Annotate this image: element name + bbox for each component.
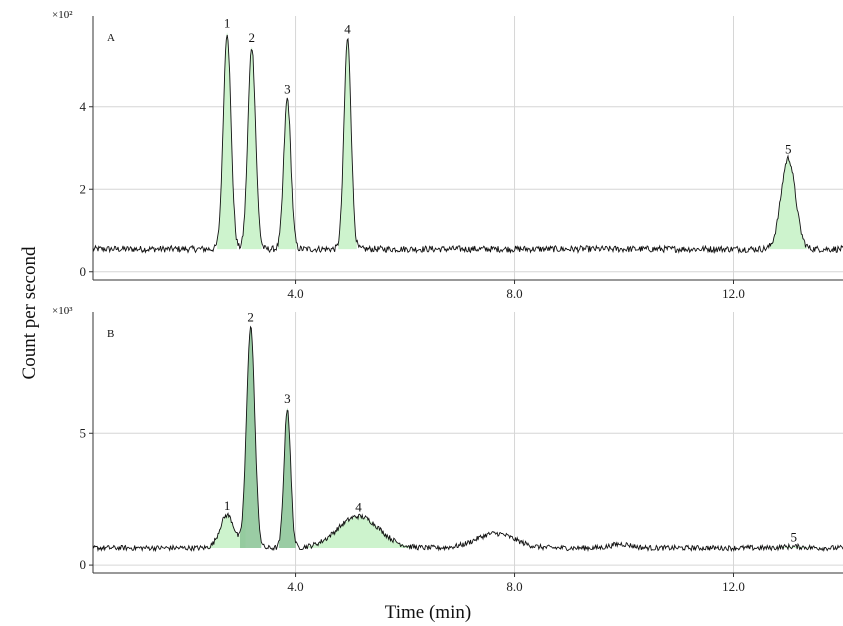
peak-label-1: 1 [224, 16, 231, 31]
x-tick-label: 12.0 [722, 579, 745, 594]
peak-label-3: 3 [284, 391, 291, 406]
peak-area-4 [304, 516, 413, 548]
peak-label-5: 5 [790, 530, 797, 545]
x-tick-label: 8.0 [506, 286, 522, 301]
peak-area-2 [241, 46, 262, 250]
y-tick-label: 0 [80, 264, 87, 279]
peak-label-2: 2 [247, 310, 254, 325]
y-exponent-label: ×10³ [52, 305, 73, 317]
y-tick-label: 2 [80, 181, 87, 196]
y-tick-label: 5 [80, 425, 87, 440]
x-tick-label: 4.0 [287, 579, 303, 594]
x-tick-label: 12.0 [722, 286, 745, 301]
peak-area-5 [765, 546, 823, 548]
peak-area-1 [217, 32, 238, 250]
x-axis-title: Time (min) [385, 602, 471, 623]
y-tick-label: 4 [80, 99, 87, 114]
signal-trace [92, 34, 843, 255]
peak-area-3 [278, 408, 296, 548]
peak-area-2 [240, 326, 262, 548]
panel-b: 0 5 4.0 8.0 12.0 ×10³ B 1 2 3 4 5 [52, 305, 843, 594]
y-exponent-label: ×10² [52, 9, 73, 21]
peak-label-4: 4 [344, 22, 351, 37]
peak-label-5: 5 [785, 141, 792, 156]
panel-tag: B [107, 328, 114, 340]
y-tick-label: 0 [80, 557, 87, 572]
peak-label-3: 3 [284, 82, 291, 97]
signal-trace [92, 325, 843, 553]
peak-area-3 [278, 98, 297, 250]
peak-area-5 [769, 158, 807, 250]
peak-label-4: 4 [355, 499, 362, 514]
y-axis-title: Count per second [19, 246, 40, 379]
x-tick-label: 4.0 [287, 286, 303, 301]
panel-a: 0 2 4 4.0 8.0 12.0 ×10² A 1 2 3 4 5 [52, 9, 843, 301]
peak-label-2: 2 [249, 30, 256, 45]
peak-area-4 [338, 38, 357, 250]
peak-label-1: 1 [224, 498, 231, 513]
panel-tag: A [107, 32, 115, 44]
x-tick-label: 8.0 [506, 579, 522, 594]
